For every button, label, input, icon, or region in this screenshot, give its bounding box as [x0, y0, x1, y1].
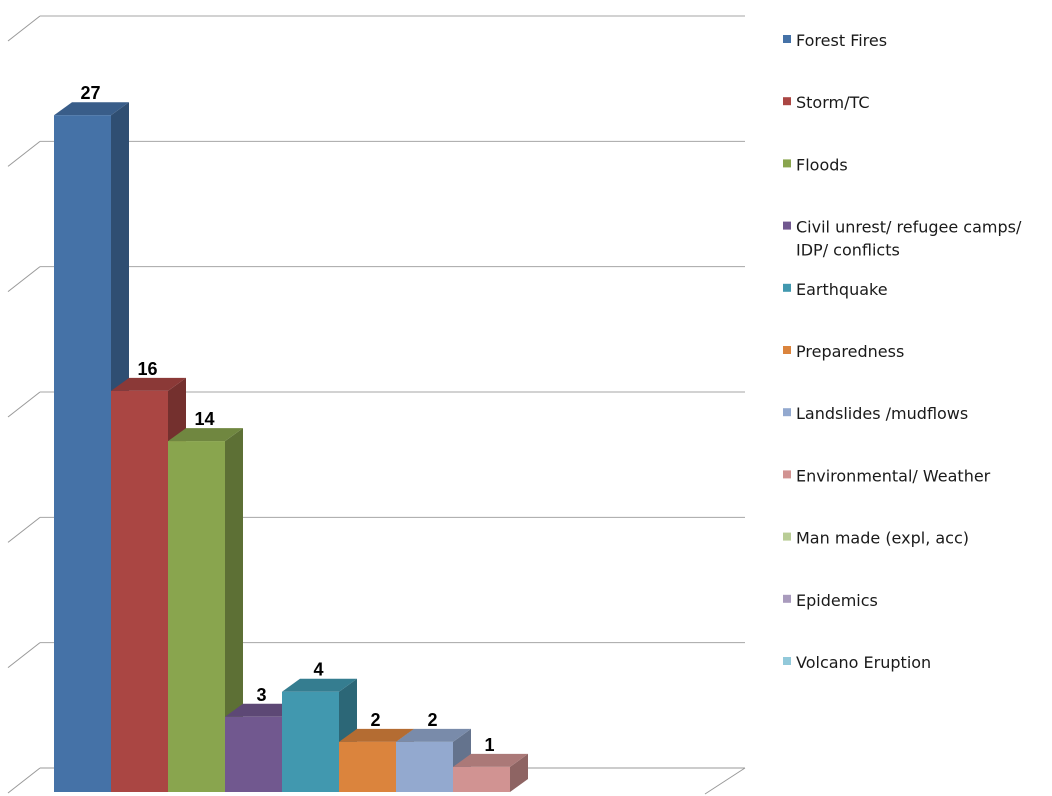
- bar-top: [111, 377, 186, 391]
- legend-label: Environmental/ Weather: [796, 466, 991, 485]
- legend-swatch: [783, 346, 791, 354]
- legend-label: Epidemics: [796, 591, 878, 610]
- gridline-diagonal: [7, 767, 41, 794]
- legend-swatch: [783, 657, 791, 665]
- legend-swatch: [783, 283, 791, 292]
- legend-item: Environmental/ Weather: [783, 466, 991, 485]
- legend-item: Landslides /mudflows: [783, 404, 968, 423]
- data-labels: 27 16 14 3 4 2 2 1: [80, 83, 494, 755]
- bar-top: [168, 428, 243, 442]
- legend-swatch: [783, 408, 791, 417]
- legend-item: Earthquake: [783, 280, 888, 299]
- bar-series: [54, 102, 528, 792]
- bar: [282, 691, 339, 792]
- bar-group: [396, 728, 471, 792]
- gridline-diagonal: [7, 642, 41, 669]
- legend-label: Forest Fires: [796, 31, 887, 50]
- legend-item: Floods: [783, 155, 848, 174]
- legend-label: Storm/TC: [796, 93, 870, 112]
- legend-swatch: [783, 470, 791, 479]
- data-label: 4: [313, 660, 323, 680]
- legend-swatch: [783, 221, 791, 230]
- bar-group: [168, 428, 243, 792]
- data-label: 2: [370, 710, 380, 730]
- legend-label: IDP/ conflicts: [796, 241, 900, 260]
- bar-top: [339, 728, 414, 742]
- data-label: 16: [137, 359, 157, 379]
- legend-swatch: [783, 594, 791, 603]
- legend: Forest Fires Storm/TC Floods Civil unrest/ …: [783, 31, 1022, 672]
- legend-item: Man made (expl, acc): [783, 529, 969, 548]
- legend-item: Forest Fires: [783, 31, 887, 50]
- gridline-diagonal: [7, 140, 41, 167]
- legend-item: Civil unrest/ refugee camps/IDP/ conflic…: [783, 218, 1022, 260]
- bar: [453, 766, 510, 792]
- legend-label: Man made (expl, acc): [796, 529, 969, 548]
- bar-group: [282, 678, 357, 792]
- bar: [168, 441, 225, 792]
- legend-label: Floods: [796, 155, 848, 174]
- bar-side: [225, 428, 243, 792]
- data-label: 2: [427, 710, 437, 730]
- data-label: 3: [256, 685, 266, 705]
- data-label: 14: [194, 409, 214, 429]
- bar: [339, 741, 396, 792]
- legend-item: Epidemics: [783, 591, 878, 610]
- bar: [54, 115, 111, 792]
- legend-swatch: [783, 35, 791, 43]
- legend-label: Volcano Eruption: [796, 653, 931, 672]
- legend-label: Earthquake: [796, 280, 888, 299]
- data-label: 1: [484, 735, 494, 755]
- bar: [396, 741, 453, 792]
- gridline-diagonal: [7, 15, 41, 42]
- bar-top: [396, 728, 471, 742]
- legend-label: Landslides /mudflows: [796, 404, 968, 423]
- bar-top: [54, 102, 129, 116]
- legend-item: Storm/TC: [783, 93, 870, 112]
- floor-right-edge: [704, 767, 746, 795]
- bar-group: [453, 753, 528, 792]
- legend-swatch: [783, 97, 791, 106]
- legend-item: Volcano Eruption: [783, 653, 931, 672]
- bar-top: [225, 703, 300, 717]
- bar: [111, 390, 168, 792]
- bar: [225, 716, 282, 792]
- gridline-diagonal: [7, 391, 41, 418]
- gridline-diagonal: [7, 516, 41, 543]
- legend-swatch: [783, 159, 791, 168]
- bar-top: [453, 753, 528, 767]
- legend-label: Preparedness: [796, 342, 904, 361]
- legend-swatch: [783, 532, 791, 541]
- data-label: 27: [80, 83, 100, 103]
- gridline-diagonal: [7, 266, 41, 293]
- legend-item: Preparedness: [783, 342, 904, 361]
- bar-top: [282, 678, 357, 692]
- bar-side: [510, 753, 528, 792]
- legend-label: Civil unrest/ refugee camps/: [796, 218, 1022, 237]
